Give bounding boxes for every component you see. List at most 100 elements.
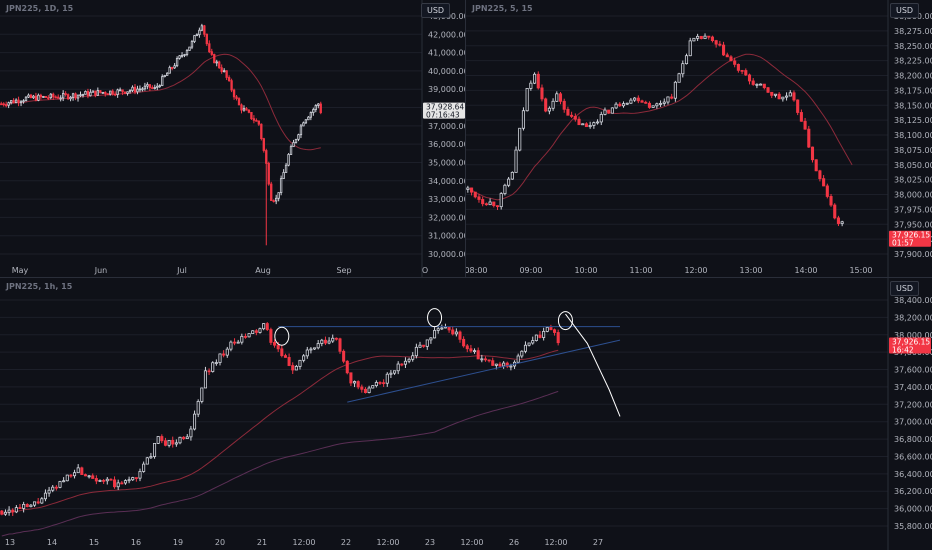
candle-body (829, 196, 833, 206)
y-tick-label: 32,000.00 (428, 213, 466, 222)
candle-body (3, 511, 7, 515)
candle-body (282, 172, 285, 180)
candle-body (692, 37, 696, 42)
candle-body (127, 479, 131, 482)
candle-body (267, 163, 270, 185)
candle-body (655, 103, 659, 107)
candle-body (411, 355, 415, 360)
candle-body (79, 94, 82, 97)
pane-bottom-hourly[interactable]: 38,400.0038,200.0038,000.0037,800.0037,6… (0, 278, 932, 550)
candle-body (331, 337, 335, 342)
currency-button[interactable]: USD (890, 3, 920, 18)
peak-circle-drawing (274, 326, 290, 346)
candle-body (262, 323, 266, 330)
candle-body (99, 90, 102, 93)
currency-button[interactable]: USD (890, 281, 920, 296)
candle-body (44, 96, 47, 98)
last-price-value: 37,926.15 (892, 337, 930, 346)
y-tick-label: 38,025.00 (894, 176, 932, 185)
candle-body (131, 86, 134, 91)
candle-body (520, 350, 524, 357)
candle-body (123, 91, 127, 94)
y-tick-label: 36,000.00 (428, 140, 466, 149)
candle-body (280, 348, 284, 356)
candle-body (755, 83, 759, 86)
candle-body (114, 93, 117, 96)
candle-body (551, 100, 555, 109)
candle-body (323, 339, 327, 344)
y-tick-label: 37,400.00 (894, 383, 932, 392)
candle-body (269, 329, 273, 343)
x-tick-label: Jun (94, 266, 108, 275)
candle-body (484, 203, 488, 206)
y-tick-label: 36,800.00 (894, 435, 932, 444)
candle-body (240, 335, 244, 343)
candle-body (123, 480, 127, 484)
candle-body (33, 501, 37, 506)
pane-top-left-daily[interactable]: 43,000.0042,000.0041,000.0040,000.0039,0… (0, 0, 466, 278)
candle-body (25, 503, 29, 508)
candle-body (292, 142, 295, 148)
candle-body (214, 362, 218, 364)
candle-body (195, 34, 199, 37)
candle-body (149, 456, 153, 459)
candle-body (451, 329, 455, 335)
candle-body (488, 201, 492, 206)
candle-body (521, 110, 525, 129)
candle-body (309, 348, 313, 351)
candle-body (158, 85, 161, 87)
candle-body (544, 98, 548, 112)
candle-body (814, 159, 818, 172)
candle-body (49, 93, 52, 99)
candle-body (235, 96, 238, 99)
candle-body (116, 89, 119, 95)
candle-body (185, 436, 189, 440)
y-tick-label: 36,000.00 (894, 505, 932, 514)
candle-body (94, 478, 98, 482)
candle-body (19, 101, 23, 104)
currency-button[interactable]: USD (421, 3, 451, 18)
y-tick-label: 36,400.00 (894, 470, 932, 479)
candle-body (173, 65, 176, 69)
candle-body (232, 89, 236, 98)
candle-body (545, 327, 549, 332)
candle-body (297, 134, 300, 140)
candle-body (180, 54, 184, 57)
candle-body (182, 436, 186, 440)
candle-body (477, 196, 481, 200)
candle-body (52, 93, 55, 98)
candle-body (11, 509, 15, 513)
pane-divider-horizontal[interactable] (0, 277, 932, 278)
x-tick-label: 27 (593, 538, 603, 547)
candle-body (251, 330, 255, 334)
peak-circle-drawing (557, 311, 573, 331)
candle-body (111, 90, 114, 95)
pane-top-right-intraday[interactable]: 38,300.0038,275.0038,250.0038,225.0038,2… (466, 0, 932, 278)
candle-body (621, 103, 626, 107)
y-tick-label: 38,050.00 (894, 161, 932, 170)
candle-body (338, 338, 342, 352)
candle-body (840, 221, 844, 224)
candle-body (116, 482, 120, 488)
candle-body (607, 109, 611, 114)
candle-body (279, 178, 283, 193)
candle-body (81, 93, 85, 96)
candle-body (396, 363, 400, 372)
pane-divider-vertical[interactable] (465, 0, 466, 277)
candle-body (633, 97, 637, 101)
candle-body (163, 440, 167, 446)
chart-svg-bottom[interactable]: 38,400.0038,200.0038,000.0037,800.0037,6… (0, 278, 932, 550)
candle-body (62, 480, 66, 483)
candle-body (272, 200, 275, 202)
x-tick-label: 23 (425, 538, 435, 547)
candle-body (64, 93, 67, 95)
candle-body (555, 93, 559, 102)
candle-body (673, 81, 677, 99)
candle-body (178, 55, 181, 59)
chart-svg-top-left[interactable]: 43,000.0042,000.0041,000.0040,000.0039,0… (0, 0, 466, 278)
y-tick-label: 39,000.00 (428, 85, 466, 94)
chart-svg-top-right[interactable]: 38,300.0038,275.0038,250.0038,225.0038,2… (466, 0, 932, 278)
x-tick-label: 21 (257, 538, 267, 547)
candle-body (193, 35, 196, 42)
